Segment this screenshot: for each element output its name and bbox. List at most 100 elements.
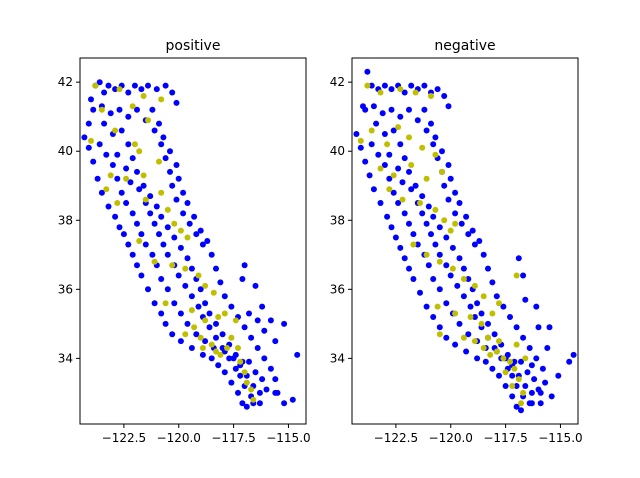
y-tick-label: 36 — [58, 282, 73, 296]
data-point — [182, 265, 189, 272]
data-point — [239, 400, 246, 407]
data-point — [177, 244, 184, 251]
data-point — [156, 231, 162, 238]
data-point — [478, 310, 485, 317]
data-point — [158, 310, 165, 317]
data-point — [414, 241, 421, 248]
data-point — [452, 210, 459, 217]
data-point — [92, 82, 99, 89]
data-point — [432, 206, 439, 213]
data-point — [125, 241, 132, 248]
data-point — [533, 303, 540, 310]
data-point — [221, 369, 228, 376]
data-point — [94, 175, 101, 182]
data-point — [456, 320, 463, 327]
data-point — [151, 220, 158, 227]
data-point — [149, 251, 156, 258]
data-point — [436, 286, 443, 293]
data-point — [125, 89, 132, 96]
data-point — [524, 369, 531, 376]
data-point — [443, 234, 450, 241]
data-point — [289, 396, 296, 403]
data-point — [105, 203, 112, 210]
data-point — [548, 393, 555, 400]
y-tick-label: 40 — [330, 144, 345, 158]
data-point — [430, 213, 437, 220]
data-point — [436, 258, 443, 265]
data-point — [507, 314, 513, 320]
data-point — [390, 172, 397, 179]
data-point — [177, 338, 184, 345]
data-point — [441, 93, 448, 99]
data-point — [531, 376, 538, 383]
data-point — [116, 86, 123, 93]
data-point — [443, 334, 450, 341]
data-point — [114, 200, 121, 206]
data-point — [419, 144, 426, 151]
data-point — [480, 345, 487, 351]
data-point — [241, 369, 248, 376]
data-point — [439, 148, 445, 155]
data-point — [452, 310, 459, 317]
x-tick-label: −115.0 — [266, 431, 310, 445]
data-point — [105, 82, 112, 89]
data-point — [471, 241, 478, 248]
data-point — [406, 220, 412, 227]
data-point — [443, 262, 450, 269]
data-point — [202, 282, 209, 289]
data-point — [138, 86, 145, 93]
data-points — [81, 79, 301, 410]
data-point — [199, 351, 206, 358]
data-point — [412, 182, 419, 189]
data-point — [210, 289, 217, 296]
data-point — [375, 151, 382, 158]
data-point — [388, 224, 395, 231]
data-point — [151, 258, 158, 265]
data-point — [158, 141, 165, 148]
y-tick-label: 40 — [58, 144, 73, 158]
data-point — [478, 320, 485, 327]
data-point — [482, 358, 489, 365]
data-point — [454, 282, 461, 289]
data-point — [186, 220, 193, 227]
data-point — [250, 396, 257, 403]
data-point — [425, 262, 432, 269]
x-tick-label: −122.5 — [102, 431, 146, 445]
data-point — [109, 162, 116, 168]
data-point — [195, 272, 202, 279]
data-point — [272, 389, 279, 396]
data-point — [428, 93, 434, 99]
data-point — [436, 224, 443, 231]
data-point — [410, 276, 417, 282]
data-point — [412, 89, 419, 96]
data-point — [134, 262, 140, 269]
data-point — [522, 355, 529, 362]
data-point — [443, 300, 450, 307]
data-point — [96, 79, 103, 86]
data-point — [88, 137, 94, 144]
data-point — [228, 379, 235, 386]
data-point — [197, 227, 204, 234]
data-point — [397, 113, 404, 120]
data-point — [395, 124, 402, 131]
data-point — [542, 379, 549, 386]
chart-title: positive — [166, 38, 221, 54]
data-point — [101, 120, 108, 127]
data-point — [259, 303, 266, 310]
data-point — [88, 96, 94, 103]
data-point — [164, 251, 171, 258]
data-point — [428, 120, 434, 127]
data-point — [458, 220, 465, 227]
data-point — [114, 175, 121, 182]
data-point — [436, 251, 443, 258]
data-point — [465, 276, 472, 282]
data-point — [467, 303, 474, 310]
data-point — [136, 238, 143, 244]
data-point — [131, 82, 138, 89]
data-point — [112, 213, 119, 220]
data-point — [513, 272, 520, 279]
data-point — [522, 296, 529, 303]
data-point — [235, 345, 241, 351]
data-point — [173, 99, 180, 106]
